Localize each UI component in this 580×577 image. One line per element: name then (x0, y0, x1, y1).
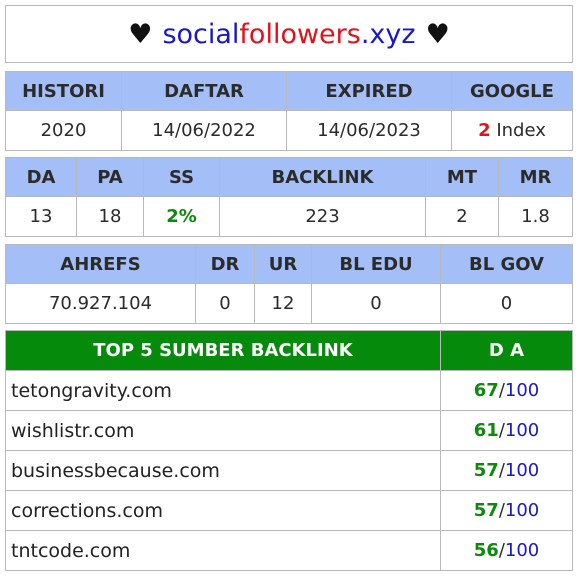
da-value: 57 (473, 500, 499, 521)
da-value: 56 (473, 540, 499, 561)
backlink-source-da: 56/100 (440, 530, 573, 571)
value-mt: 2 (425, 196, 499, 237)
header-domain-authority: D A (440, 330, 573, 371)
domain-part-social: social (162, 18, 240, 50)
header-bl-edu: BL EDU (311, 244, 441, 284)
header-mt: MT (425, 157, 499, 197)
table-row: businessbecause.com 57/100 (5, 450, 573, 491)
backlink-source-da: 57/100 (440, 450, 573, 491)
google-index-label: Index (496, 120, 546, 141)
da-max: 100 (504, 380, 540, 401)
header-daftar: DAFTAR (121, 71, 287, 111)
backlink-source-site: wishlistr.com (5, 410, 441, 451)
ahrefs-table: AHREFS DR UR BL EDU BL GOV 70.927.104 0 … (5, 244, 573, 324)
backlink-source-site: tetongravity.com (5, 370, 441, 411)
backlink-source-da: 57/100 (440, 490, 573, 531)
site-title-box: ♥ socialfollowers.xyz ♥ (5, 5, 573, 63)
domain-part-followers: followers (239, 18, 361, 50)
top-backlink-sources-table: TOP 5 SUMBER BACKLINK D A tetongravity.c… (5, 330, 573, 571)
header-backlink: BACKLINK (219, 157, 426, 197)
da-separator: / (498, 380, 505, 401)
da-separator: / (498, 420, 505, 441)
header-ss: SS (143, 157, 220, 197)
da-max: 100 (504, 540, 540, 561)
value-daftar: 14/06/2022 (121, 110, 287, 151)
metrics-table: DA PA SS BACKLINK MT MR 13 18 2% 223 2 1… (5, 157, 573, 237)
da-separator: / (498, 500, 505, 521)
header-histori: HISTORI (5, 71, 122, 111)
value-expired: 14/06/2023 (286, 110, 452, 151)
header-pa: PA (76, 157, 144, 197)
header-google: GOOGLE (451, 71, 573, 111)
header-dr: DR (195, 244, 255, 284)
value-bl-gov: 0 (440, 283, 573, 324)
da-max: 100 (504, 500, 540, 521)
backlink-source-site: businessbecause.com (5, 450, 441, 491)
header-mr: MR (498, 157, 573, 197)
da-value: 57 (473, 460, 499, 481)
header-expired: EXPIRED (286, 71, 452, 111)
da-max: 100 (504, 420, 540, 441)
heart-right-icon: ♥ (425, 18, 450, 50)
site-domain-title: socialfollowers.xyz (162, 19, 415, 50)
table-row: tntcode.com 56/100 (5, 530, 573, 571)
value-pa: 18 (76, 196, 144, 237)
table-row: tetongravity.com 67/100 (5, 370, 573, 411)
value-google: 2 Index (451, 110, 573, 151)
da-max: 100 (504, 460, 540, 481)
da-value: 61 (473, 420, 499, 441)
history-table: HISTORI DAFTAR EXPIRED GOOGLE 2020 14/06… (5, 71, 573, 151)
domain-part-tld: .xyz (360, 18, 416, 50)
table-row: corrections.com 57/100 (5, 490, 573, 531)
da-separator: / (498, 540, 505, 561)
da-separator: / (498, 460, 505, 481)
value-da: 13 (5, 196, 77, 237)
header-top-sources: TOP 5 SUMBER BACKLINK (5, 330, 441, 371)
header-ur: UR (254, 244, 312, 284)
backlink-source-da: 61/100 (440, 410, 573, 451)
value-ur: 12 (254, 283, 312, 324)
table-row: wishlistr.com 61/100 (5, 410, 573, 451)
value-mr: 1.8 (498, 196, 573, 237)
value-ss: 2% (143, 196, 220, 237)
backlink-source-site: tntcode.com (5, 530, 441, 571)
value-dr: 0 (195, 283, 255, 324)
da-value: 67 (473, 380, 499, 401)
backlink-source-site: corrections.com (5, 490, 441, 531)
google-index-count: 2 (478, 120, 491, 141)
value-ahrefs: 70.927.104 (5, 283, 196, 324)
header-bl-gov: BL GOV (440, 244, 573, 284)
value-backlink: 223 (219, 196, 426, 237)
header-ahrefs: AHREFS (5, 244, 196, 284)
value-bl-edu: 0 (311, 283, 441, 324)
backlink-source-da: 67/100 (440, 370, 573, 411)
value-histori: 2020 (5, 110, 122, 151)
heart-left-icon: ♥ (128, 18, 153, 50)
header-da: DA (5, 157, 77, 197)
